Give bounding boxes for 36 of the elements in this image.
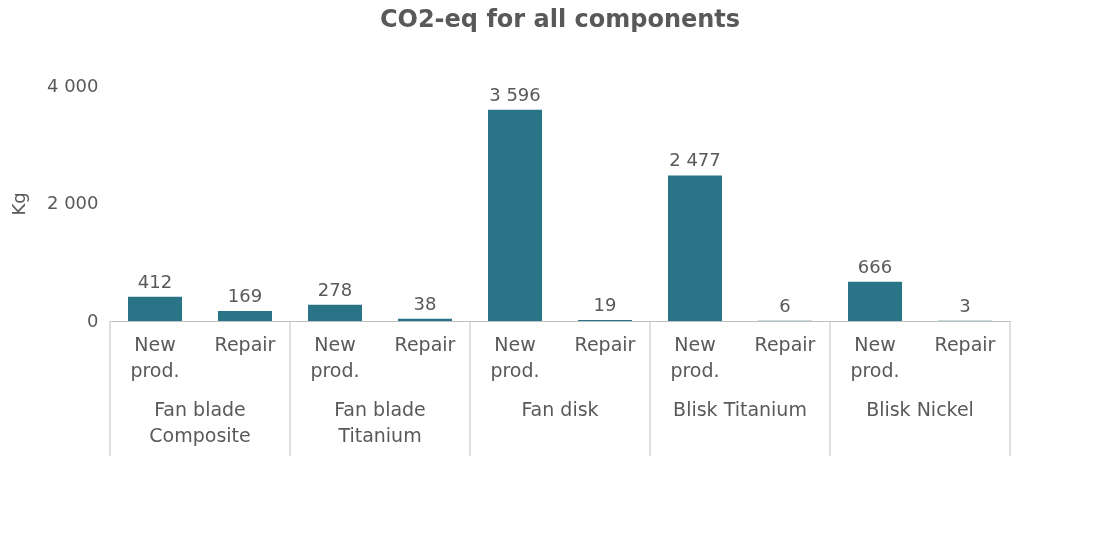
- bar: [128, 296, 182, 321]
- text: Fan blade Composite: [149, 398, 251, 446]
- x-tick-label: New prod.: [310, 332, 360, 381]
- x-tick-label: New prod.: [490, 332, 540, 381]
- x-tick-label: Repair: [934, 332, 996, 355]
- x-tick-label: New prod.: [850, 332, 900, 381]
- x-tick-label: Repair: [394, 332, 456, 355]
- data-label: 3 596: [489, 83, 541, 105]
- bar: [218, 311, 272, 321]
- y-tick-label: 0: [87, 309, 99, 331]
- x-tick-label: Repair: [214, 332, 276, 355]
- y-tick-label: 2 000: [46, 192, 99, 213]
- data-label: 19: [593, 293, 617, 315]
- bar: [668, 175, 722, 321]
- text: Fan disk: [521, 398, 599, 420]
- bar: [488, 109, 542, 321]
- x-tick-label: Repair: [754, 332, 816, 355]
- text: Blisk Nickel: [866, 398, 974, 420]
- x-tick-label: New prod.: [670, 332, 720, 381]
- data-label: 3: [959, 294, 971, 316]
- x-tick-label: Repair: [574, 332, 636, 355]
- data-label: 169: [227, 285, 263, 307]
- x-tick-label: New prod.: [130, 332, 180, 381]
- data-label: 38: [413, 292, 437, 314]
- y-tick-label: 4 000: [46, 74, 99, 96]
- data-label: 412: [137, 270, 173, 292]
- data-label: 6: [779, 294, 791, 316]
- y-axis-title: Kg: [7, 192, 29, 216]
- bar: [308, 304, 362, 321]
- chart-title: CO2-eq for all components: [379, 5, 741, 33]
- text: Fan blade Titanium: [334, 398, 426, 446]
- data-label: 666: [857, 255, 893, 277]
- bar: [848, 281, 902, 321]
- text: Blisk Titanium: [673, 398, 807, 420]
- data-label: 2 477: [669, 149, 721, 171]
- data-label: 278: [317, 278, 353, 300]
